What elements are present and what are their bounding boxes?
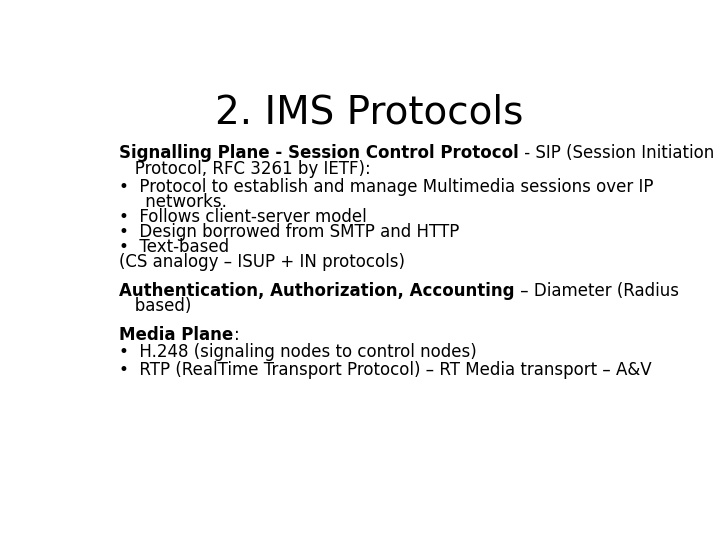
Text: •  Text-based: • Text-based xyxy=(120,238,230,256)
Text: 2. IMS Protocols: 2. IMS Protocols xyxy=(215,94,523,132)
Text: - SIP (Session Initiation: - SIP (Session Initiation xyxy=(519,144,714,162)
Text: •  Protocol to establish and manage Multimedia sessions over IP: • Protocol to establish and manage Multi… xyxy=(120,178,654,196)
Text: based): based) xyxy=(120,297,192,315)
Text: Protocol, RFC 3261 by IETF):: Protocol, RFC 3261 by IETF): xyxy=(120,160,372,178)
Text: :: : xyxy=(234,326,240,344)
Text: •  Follows client-server model: • Follows client-server model xyxy=(120,208,367,226)
Text: Authentication, Authorization, Accounting: Authentication, Authorization, Accountin… xyxy=(120,282,515,300)
Text: networks.: networks. xyxy=(120,193,228,211)
Text: Media Plane: Media Plane xyxy=(120,326,234,344)
Text: Signalling Plane - Session Control Protocol: Signalling Plane - Session Control Proto… xyxy=(120,144,519,162)
Text: (CS analogy – ISUP + IN protocols): (CS analogy – ISUP + IN protocols) xyxy=(120,253,405,271)
Text: •  Design borrowed from SMTP and HTTP: • Design borrowed from SMTP and HTTP xyxy=(120,223,460,241)
Text: – Diameter (Radius: – Diameter (Radius xyxy=(515,282,679,300)
Text: •  RTP (RealTime Transport Protocol) – RT Media transport – A&V: • RTP (RealTime Transport Protocol) – RT… xyxy=(120,361,652,379)
Text: •  H.248 (signaling nodes to control nodes): • H.248 (signaling nodes to control node… xyxy=(120,343,477,361)
